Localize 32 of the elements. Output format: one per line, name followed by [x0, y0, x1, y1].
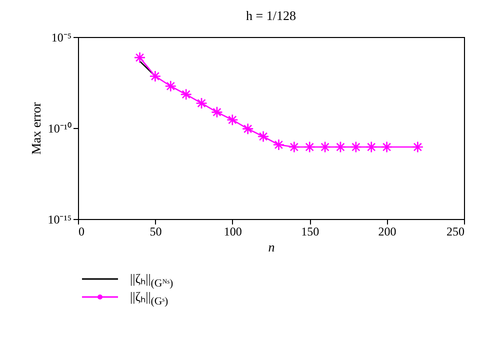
point: [226, 114, 238, 126]
point: [334, 141, 346, 153]
point: [288, 141, 300, 153]
point: [350, 141, 362, 153]
point: [257, 130, 270, 142]
point: [412, 141, 424, 153]
point: [272, 138, 285, 151]
point: [365, 141, 378, 153]
legend-label: ||ζₕ||$_{(Gᴺˢ)}$: [130, 270, 174, 290]
y-tick-label: 10⁻¹⁰: [48, 122, 72, 136]
x-tick-label: 0: [78, 224, 84, 238]
y-axis-title: Max error: [28, 102, 44, 155]
point: [211, 106, 223, 118]
chart-title: h = 1/128: [246, 8, 296, 23]
y-tick-label: 10⁻¹⁵: [48, 212, 72, 226]
point: [304, 141, 316, 153]
x-tick-label: 250: [446, 224, 464, 238]
x-tick-label: 150: [301, 224, 320, 238]
point: [319, 141, 331, 153]
x-axis-title: n: [268, 240, 275, 254]
point: [134, 52, 146, 64]
point: [164, 80, 177, 92]
point: [196, 97, 208, 110]
legend-label: ||ζₕ||$_{(Gˢ)}$: [130, 288, 168, 308]
point: [380, 141, 393, 153]
point: [242, 122, 254, 135]
x-tick-label: 50: [150, 224, 162, 238]
point: [180, 88, 192, 100]
x-tick-label: 200: [378, 224, 396, 238]
point: [149, 70, 162, 82]
x-tick-label: 100: [224, 224, 242, 238]
y-tick-label: 10⁻⁵: [51, 30, 72, 44]
